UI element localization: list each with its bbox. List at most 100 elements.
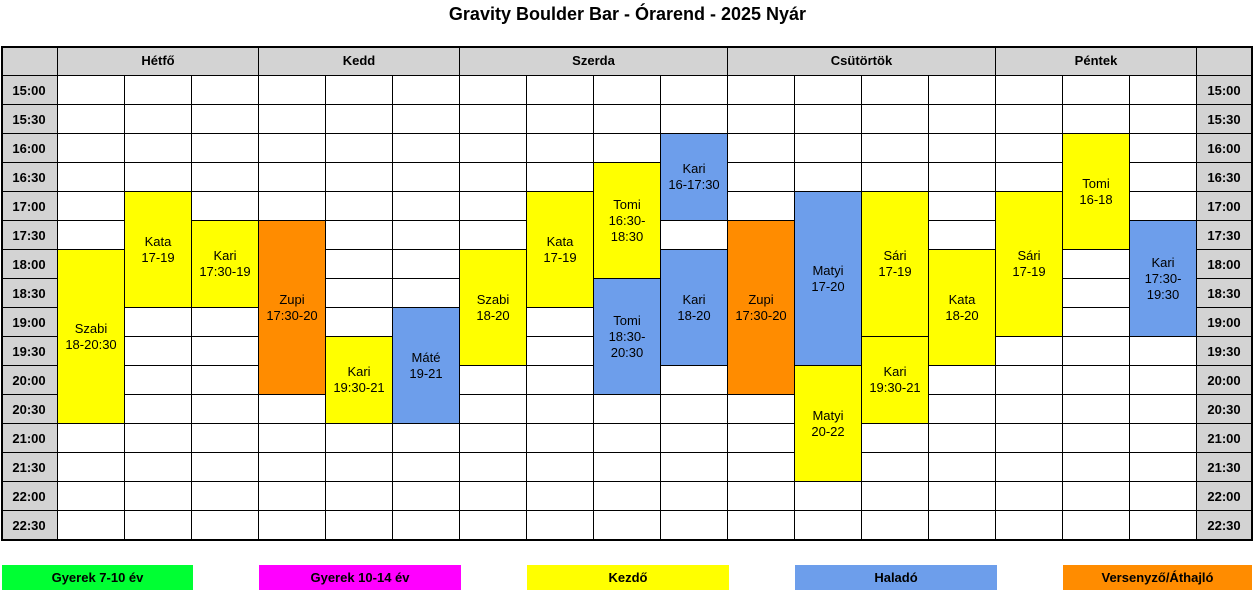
empty-slot[interactable] xyxy=(1130,105,1197,134)
empty-slot[interactable] xyxy=(594,453,661,482)
empty-slot[interactable] xyxy=(929,366,996,395)
empty-slot[interactable] xyxy=(795,76,862,105)
empty-slot[interactable] xyxy=(192,337,259,366)
empty-slot[interactable] xyxy=(326,192,393,221)
empty-slot[interactable] xyxy=(594,76,661,105)
class-block[interactable]: Kari 19:30-21 xyxy=(326,337,393,424)
empty-slot[interactable] xyxy=(929,453,996,482)
empty-slot[interactable] xyxy=(326,76,393,105)
class-block[interactable]: Kari 18-20 xyxy=(661,250,728,366)
empty-slot[interactable] xyxy=(929,134,996,163)
empty-slot[interactable] xyxy=(1130,366,1197,395)
empty-slot[interactable] xyxy=(996,424,1063,453)
empty-slot[interactable] xyxy=(58,482,125,511)
empty-slot[interactable] xyxy=(259,76,326,105)
class-block[interactable]: Kata 17-19 xyxy=(125,192,192,308)
empty-slot[interactable] xyxy=(460,221,527,250)
empty-slot[interactable] xyxy=(527,395,594,424)
empty-slot[interactable] xyxy=(661,366,728,395)
empty-slot[interactable] xyxy=(1063,366,1130,395)
empty-slot[interactable] xyxy=(125,482,192,511)
empty-slot[interactable] xyxy=(1063,337,1130,366)
empty-slot[interactable] xyxy=(527,134,594,163)
empty-slot[interactable] xyxy=(527,453,594,482)
class-block[interactable]: Kari 17:30-19:30 xyxy=(1130,221,1197,337)
empty-slot[interactable] xyxy=(661,453,728,482)
empty-slot[interactable] xyxy=(125,76,192,105)
empty-slot[interactable] xyxy=(728,453,795,482)
empty-slot[interactable] xyxy=(326,279,393,308)
empty-slot[interactable] xyxy=(996,76,1063,105)
empty-slot[interactable] xyxy=(862,511,929,540)
empty-slot[interactable] xyxy=(661,105,728,134)
empty-slot[interactable] xyxy=(393,250,460,279)
empty-slot[interactable] xyxy=(192,366,259,395)
empty-slot[interactable] xyxy=(192,105,259,134)
empty-slot[interactable] xyxy=(862,134,929,163)
empty-slot[interactable] xyxy=(460,134,527,163)
class-block[interactable]: Kata 18-20 xyxy=(929,250,996,366)
empty-slot[interactable] xyxy=(259,395,326,424)
empty-slot[interactable] xyxy=(929,192,996,221)
empty-slot[interactable] xyxy=(594,395,661,424)
empty-slot[interactable] xyxy=(192,192,259,221)
empty-slot[interactable] xyxy=(58,163,125,192)
empty-slot[interactable] xyxy=(326,134,393,163)
empty-slot[interactable] xyxy=(527,482,594,511)
empty-slot[interactable] xyxy=(460,453,527,482)
empty-slot[interactable] xyxy=(58,105,125,134)
empty-slot[interactable] xyxy=(1130,163,1197,192)
empty-slot[interactable] xyxy=(594,105,661,134)
empty-slot[interactable] xyxy=(728,163,795,192)
empty-slot[interactable] xyxy=(1063,250,1130,279)
empty-slot[interactable] xyxy=(259,163,326,192)
empty-slot[interactable] xyxy=(393,192,460,221)
empty-slot[interactable] xyxy=(728,76,795,105)
empty-slot[interactable] xyxy=(125,308,192,337)
empty-slot[interactable] xyxy=(58,511,125,540)
empty-slot[interactable] xyxy=(1063,308,1130,337)
empty-slot[interactable] xyxy=(192,76,259,105)
empty-slot[interactable] xyxy=(259,482,326,511)
empty-slot[interactable] xyxy=(862,105,929,134)
empty-slot[interactable] xyxy=(862,163,929,192)
empty-slot[interactable] xyxy=(1063,453,1130,482)
class-block[interactable]: Kari 16-17:30 xyxy=(661,134,728,221)
empty-slot[interactable] xyxy=(460,192,527,221)
empty-slot[interactable] xyxy=(527,511,594,540)
empty-slot[interactable] xyxy=(192,424,259,453)
empty-slot[interactable] xyxy=(393,279,460,308)
empty-slot[interactable] xyxy=(661,76,728,105)
empty-slot[interactable] xyxy=(58,221,125,250)
empty-slot[interactable] xyxy=(1130,424,1197,453)
class-block[interactable]: Sári 17-19 xyxy=(862,192,929,337)
empty-slot[interactable] xyxy=(326,511,393,540)
empty-slot[interactable] xyxy=(192,511,259,540)
empty-slot[interactable] xyxy=(393,163,460,192)
class-block[interactable]: Kari 19:30-21 xyxy=(862,337,929,424)
empty-slot[interactable] xyxy=(393,221,460,250)
empty-slot[interactable] xyxy=(661,511,728,540)
empty-slot[interactable] xyxy=(192,308,259,337)
empty-slot[interactable] xyxy=(460,105,527,134)
empty-slot[interactable] xyxy=(326,482,393,511)
class-block[interactable]: Kata 17-19 xyxy=(527,192,594,308)
empty-slot[interactable] xyxy=(460,366,527,395)
empty-slot[interactable] xyxy=(125,366,192,395)
empty-slot[interactable] xyxy=(393,76,460,105)
empty-slot[interactable] xyxy=(1063,511,1130,540)
empty-slot[interactable] xyxy=(862,482,929,511)
empty-slot[interactable] xyxy=(1130,395,1197,424)
empty-slot[interactable] xyxy=(259,424,326,453)
empty-slot[interactable] xyxy=(125,511,192,540)
empty-slot[interactable] xyxy=(661,482,728,511)
empty-slot[interactable] xyxy=(527,337,594,366)
empty-slot[interactable] xyxy=(192,453,259,482)
class-block[interactable]: Sári 17-19 xyxy=(996,192,1063,337)
empty-slot[interactable] xyxy=(527,424,594,453)
empty-slot[interactable] xyxy=(996,163,1063,192)
empty-slot[interactable] xyxy=(795,105,862,134)
empty-slot[interactable] xyxy=(1063,105,1130,134)
empty-slot[interactable] xyxy=(929,482,996,511)
empty-slot[interactable] xyxy=(460,163,527,192)
